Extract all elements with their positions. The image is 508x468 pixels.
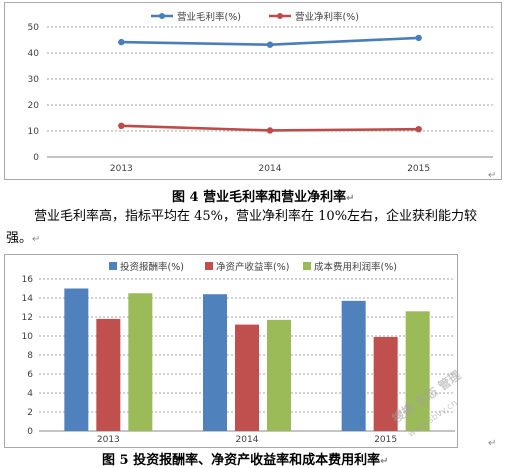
x-tick-label: 2013 bbox=[97, 435, 120, 445]
x-tick-label: 2014 bbox=[259, 164, 282, 174]
figure-4-caption: 图 4 营业毛利率和营业净利率↵ bbox=[172, 190, 355, 205]
bar bbox=[405, 311, 430, 431]
y-tick-label: 4 bbox=[27, 389, 33, 399]
legend-label: 成本费用利润率(%) bbox=[314, 261, 397, 273]
y-tick-label: 10 bbox=[28, 127, 40, 137]
legend-swatch bbox=[109, 262, 117, 270]
bar-chart: 0 2 4 6 8 10 12 14 16 2013 2014 2015 投资报酬率(%) 净资产收益率(… bbox=[22, 261, 455, 445]
x-tick-label: 2015 bbox=[374, 435, 397, 445]
body-paragraph: 营业毛利率高，指标平均在 45%，营业净利率在 10%左右，企业获利能力较强。↵ bbox=[6, 209, 478, 246]
legend-marker bbox=[159, 13, 165, 19]
data-point bbox=[118, 122, 125, 129]
figure-5-caption: 图 5 投资报酬率、净资产收益率和成本费用利率↵ bbox=[102, 453, 389, 468]
y-tick-label: 14 bbox=[22, 294, 34, 304]
legend-label: 营业毛利率(%) bbox=[177, 11, 241, 23]
y-tick-label: 10 bbox=[22, 332, 34, 342]
y-tick-label: 2 bbox=[27, 408, 33, 418]
y-tick-label: 12 bbox=[22, 313, 33, 323]
line-chart: 0 10 20 30 40 50 2013 2014 2015 营业毛利率(%) 营业净利率(%) bbox=[28, 11, 493, 174]
y-tick-label: 40 bbox=[28, 49, 40, 59]
paragraph-mark-2: ↵ bbox=[488, 438, 497, 449]
legend-label: 营业净利率(%) bbox=[295, 11, 359, 23]
bar bbox=[128, 293, 153, 431]
legend-swatch bbox=[303, 262, 311, 270]
y-tick-label: 30 bbox=[28, 75, 40, 85]
bar bbox=[203, 294, 227, 431]
line-chart-box: 0 10 20 30 40 50 2013 2014 2015 营业毛利率(%) 营业净利率(%) bbox=[4, 2, 502, 180]
bar-chart-box: 0 2 4 6 8 10 12 14 16 2013 2014 2015 投资报酬率(%) 净资产收益率(… bbox=[4, 254, 458, 448]
bar bbox=[267, 319, 291, 431]
legend-marker bbox=[277, 13, 283, 19]
data-point bbox=[266, 127, 274, 134]
bar bbox=[341, 300, 366, 431]
data-point bbox=[118, 38, 125, 46]
y-tick-label: 50 bbox=[28, 23, 40, 33]
y-tick-label: 16 bbox=[22, 275, 34, 285]
x-tick-label: 2015 bbox=[407, 164, 430, 174]
y-tick-label: 0 bbox=[27, 427, 33, 437]
bar bbox=[64, 288, 89, 431]
bar bbox=[373, 336, 398, 431]
data-point bbox=[266, 41, 274, 48]
bar bbox=[96, 318, 121, 431]
data-point bbox=[415, 125, 422, 133]
y-tick-label: 20 bbox=[28, 101, 40, 111]
legend-swatch bbox=[205, 262, 213, 270]
legend-label: 投资报酬率(%) bbox=[120, 261, 184, 273]
y-tick-label: 8 bbox=[27, 351, 33, 361]
x-tick-label: 2013 bbox=[110, 164, 133, 174]
y-tick-label: 0 bbox=[33, 153, 39, 163]
bar bbox=[235, 324, 259, 431]
legend-label: 净资产收益率(%) bbox=[216, 261, 289, 273]
y-tick-label: 6 bbox=[27, 370, 33, 380]
paragraph-mark: ↵ bbox=[488, 170, 497, 181]
data-point bbox=[415, 34, 422, 42]
x-tick-label: 2014 bbox=[236, 435, 259, 445]
